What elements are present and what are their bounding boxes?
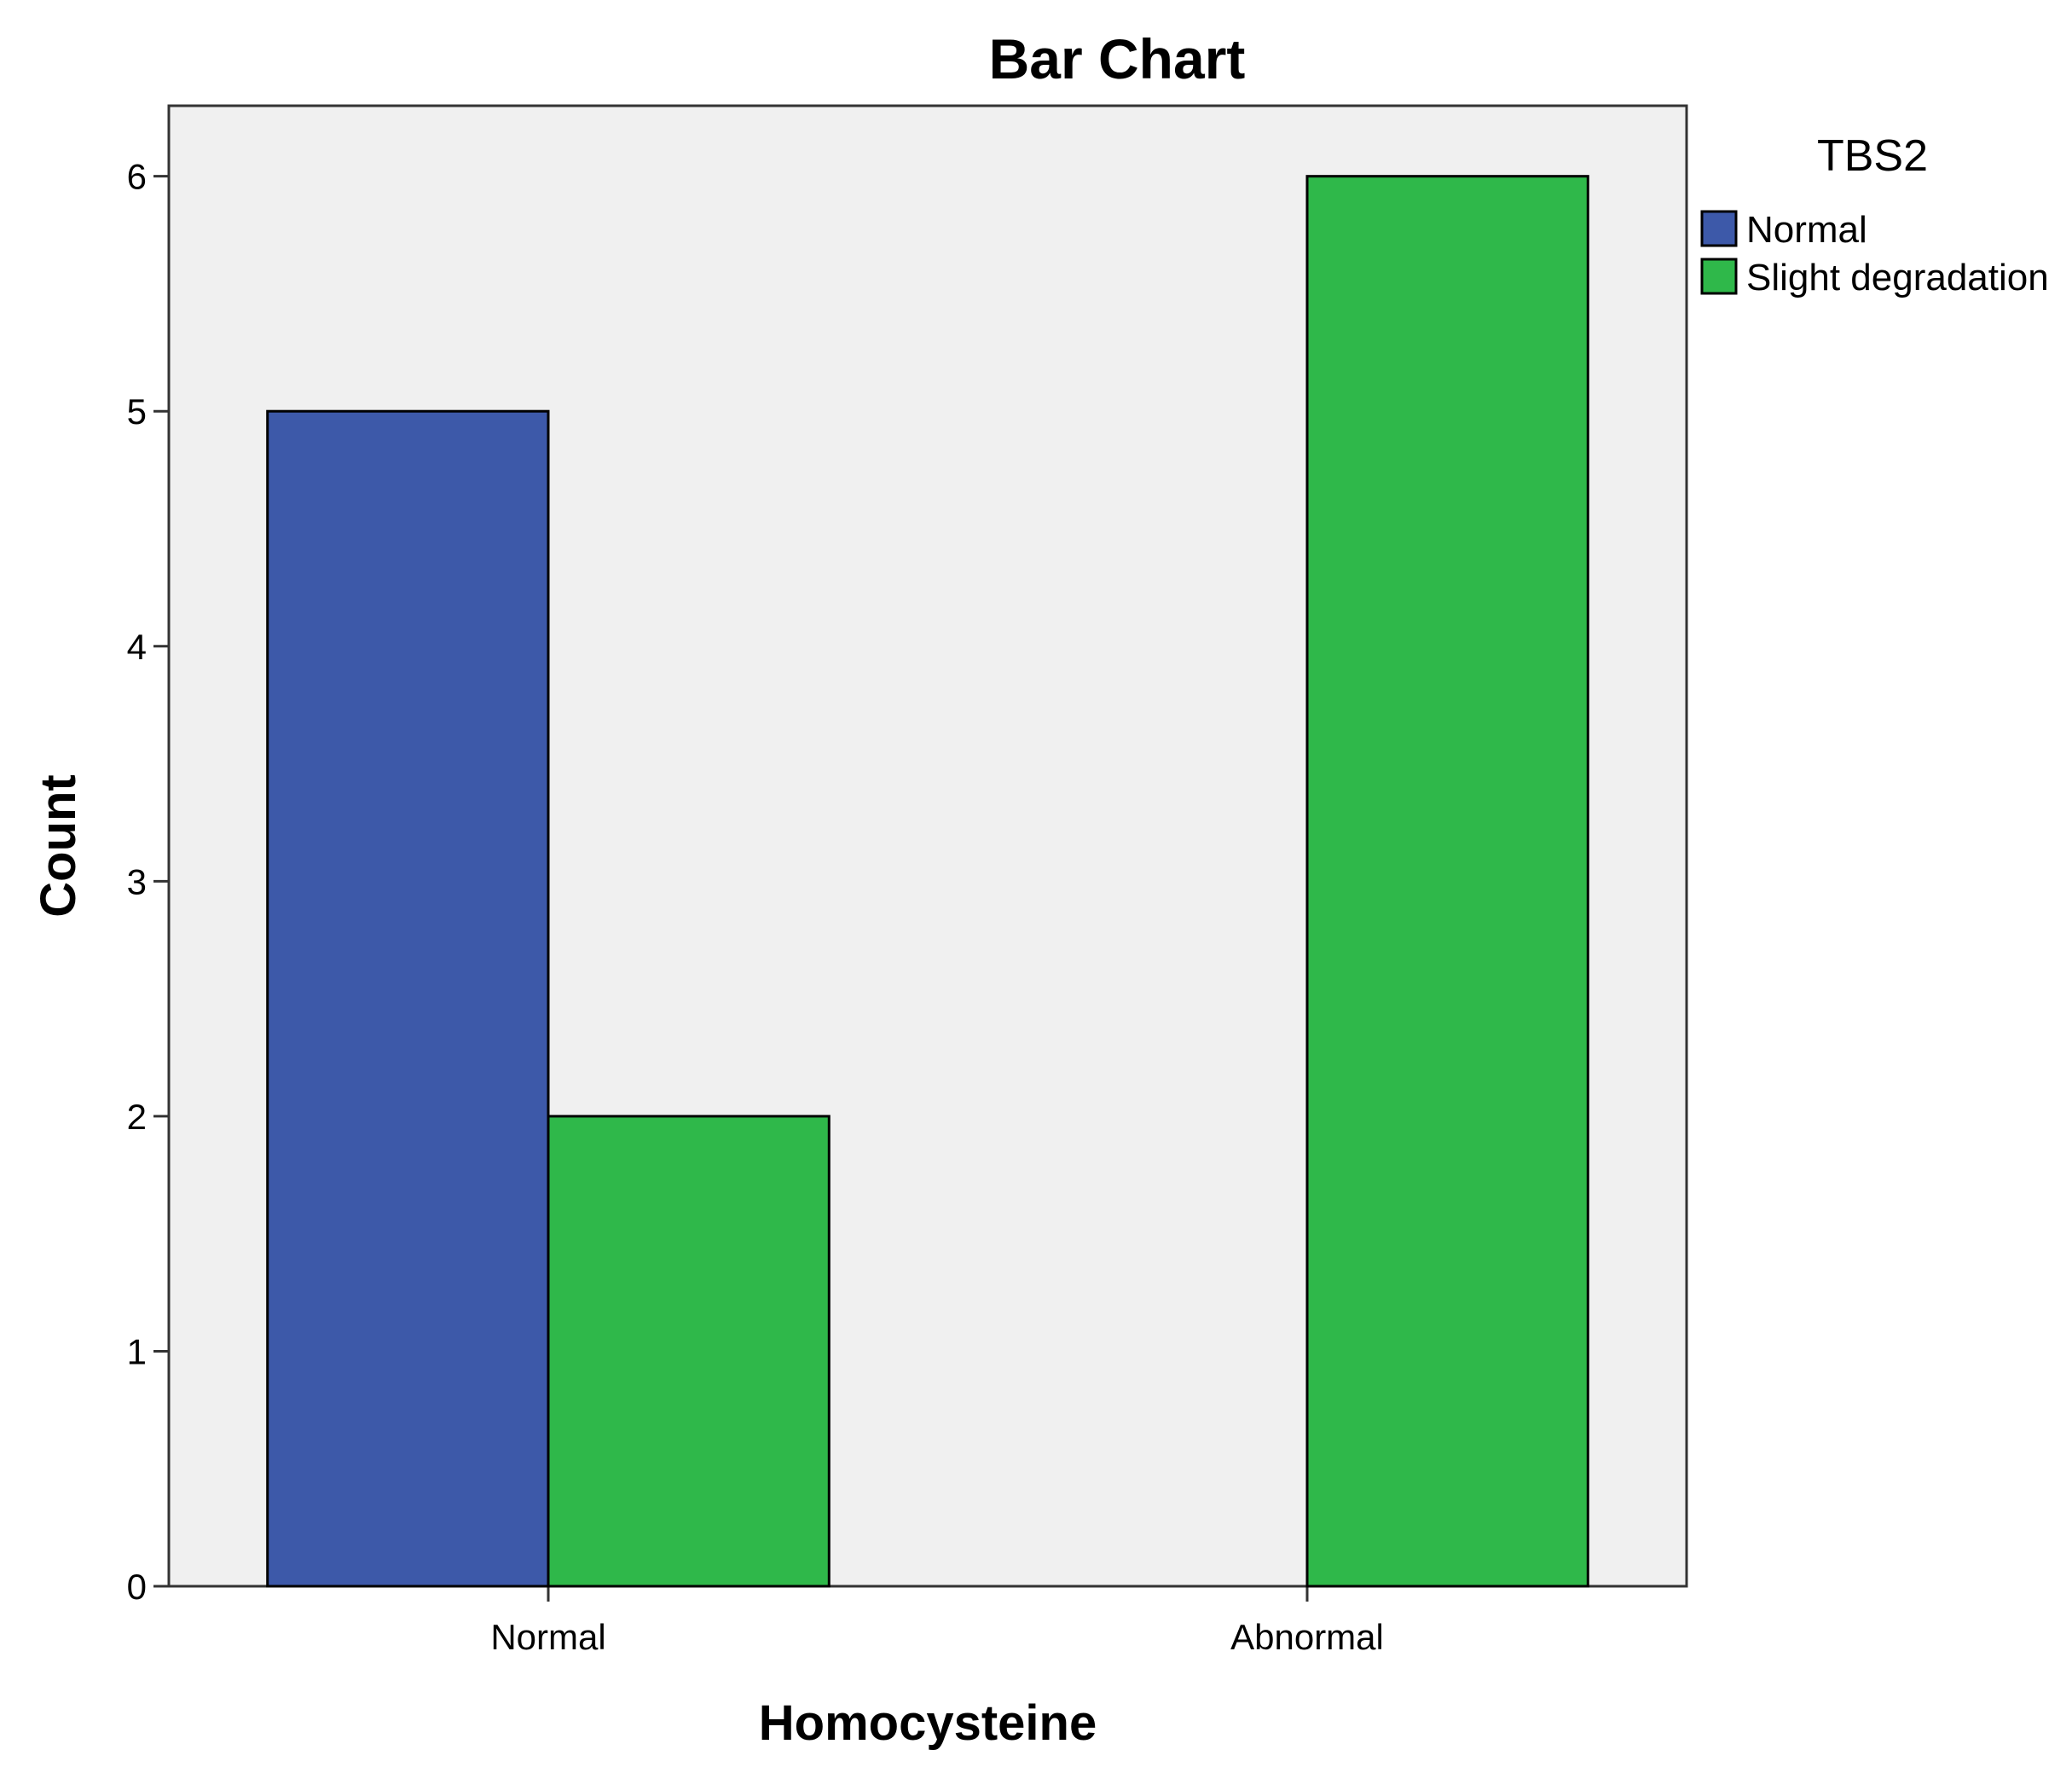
y-tick-label: 2 — [127, 1097, 147, 1137]
bar-normal-normal — [266, 409, 550, 1588]
y-axis: 0 1 2 3 4 5 6 — [127, 157, 169, 1607]
x-axis: Normal Abnormal — [490, 1586, 1384, 1657]
y-tick-label: 4 — [127, 627, 147, 667]
x-axis-label: Homocysteine — [759, 1695, 1097, 1751]
legend-label: Slight degradation — [1746, 257, 2049, 298]
y-tick-label: 0 — [127, 1567, 147, 1607]
legend-items: Normal Slight degradation — [1700, 209, 2049, 298]
x-tick-label: Abnormal — [1230, 1617, 1384, 1657]
legend-swatch — [1700, 258, 1738, 295]
y-tick-label: 6 — [127, 157, 147, 197]
x-tick-label: Normal — [490, 1617, 605, 1657]
y-tick-label: 3 — [127, 861, 147, 901]
y-axis-label: Count — [31, 774, 86, 918]
bar-normal-slight-degradation — [547, 1115, 831, 1588]
y-tick-label: 1 — [127, 1331, 147, 1371]
legend-title: TBS2 — [1817, 131, 1928, 181]
bars — [266, 175, 1589, 1588]
legend-swatch — [1700, 210, 1738, 247]
y-tick-label: 5 — [127, 391, 147, 432]
legend: TBS2 Normal Slight degradation — [1700, 131, 2049, 298]
bar-abnormal-slight-degradation — [1305, 175, 1589, 1588]
chart-title: Bar Chart — [989, 27, 1246, 90]
legend-label: Normal — [1746, 209, 1867, 251]
